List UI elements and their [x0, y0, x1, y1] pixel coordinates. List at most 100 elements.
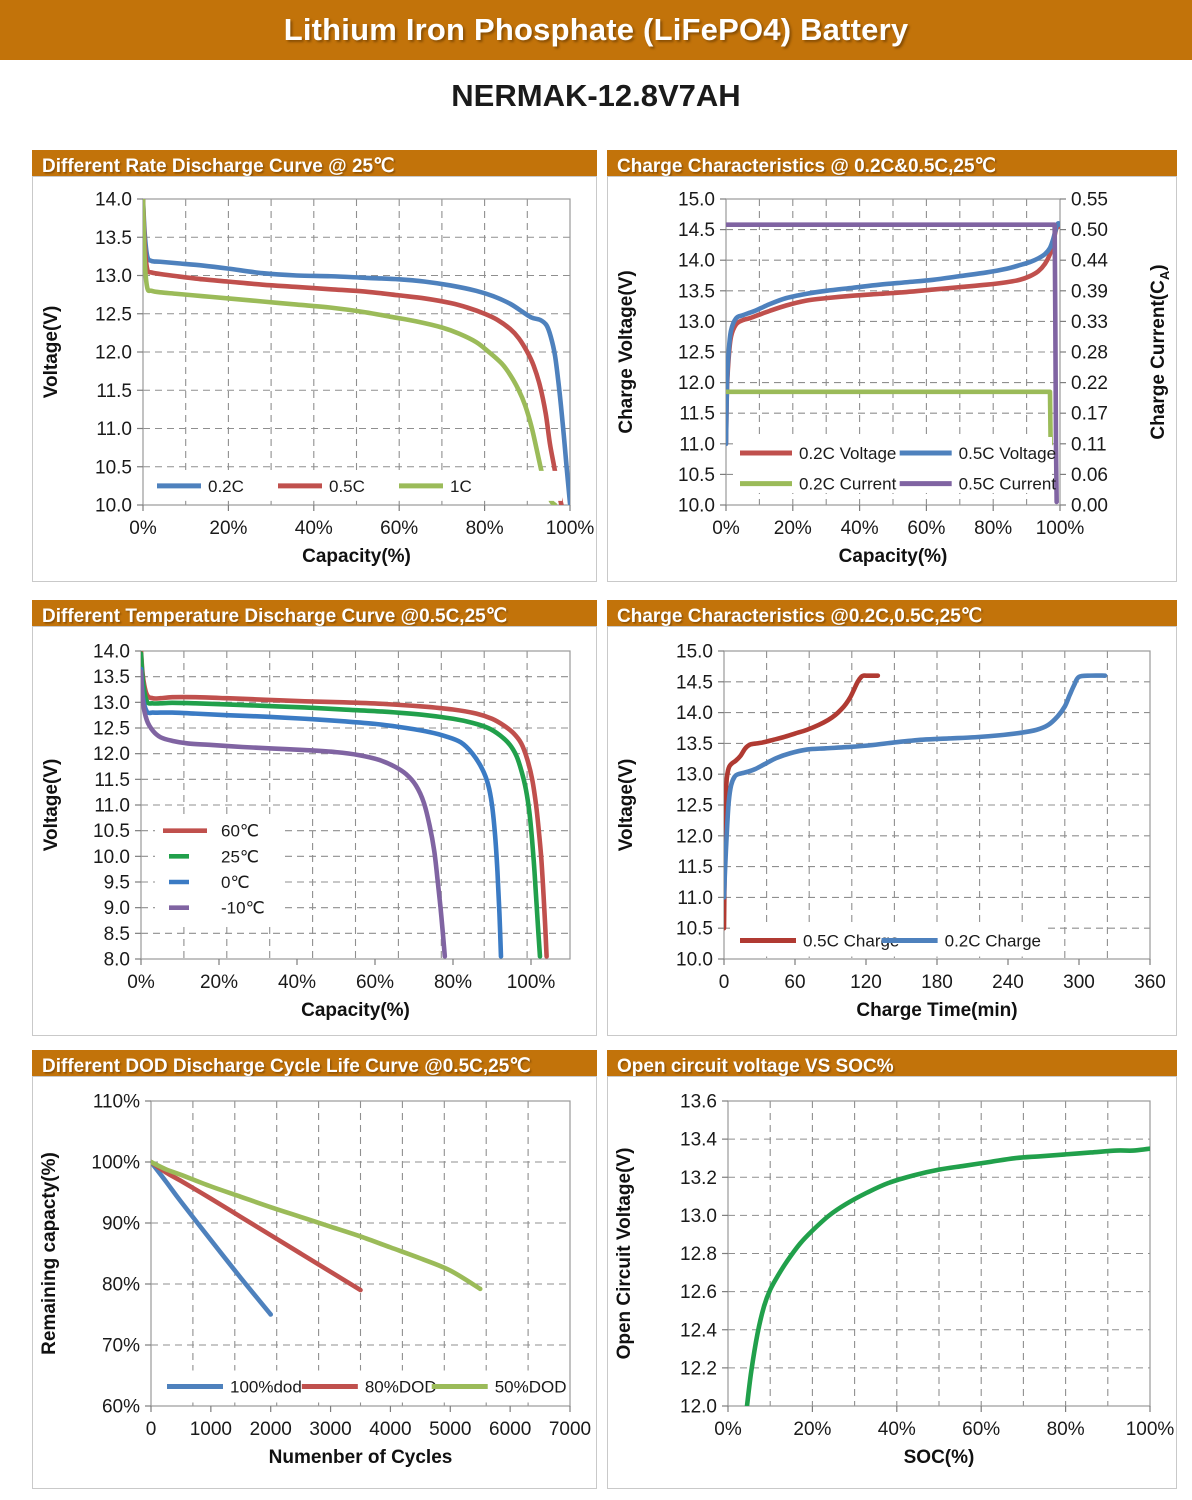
x-tick-label: 0 [146, 1419, 157, 1440]
x-axis: 0% 20% 40% 60% 80% 100% [714, 1406, 1174, 1440]
panel-temp-discharge: Different Temperature Discharge Curve @0… [32, 600, 597, 1036]
chart-svg-charge-char-2: 10.0 10.5 11.0 11.5 12.0 12.5 13.0 13.5 14.0 14.5… [616, 642, 1166, 1022]
y-axis-label: Open Circuit Voltage(V) [614, 1148, 635, 1360]
y2-tick-label: 0.17 [1071, 404, 1108, 425]
y-tick-label: 13.5 [93, 667, 130, 688]
chart-dod-cycle-life: 60% 70% 80% 90% 100% 110% 0 1000 2000 3000 4000 500… [32, 1076, 597, 1489]
panel-title-ocv-soc: Open circuit voltage VS SOC% [607, 1050, 1177, 1076]
x-tick-label: 0 [719, 972, 730, 993]
series-60- [141, 651, 549, 959]
legend-label: 80%DOD [365, 1377, 437, 1396]
x-tick-label: 240 [992, 972, 1024, 993]
y-axis: 10.0 10.5 11.0 11.5 12.0 12.5 13.0 13.5 14.0 14.5… [676, 642, 724, 971]
x-axis-label: Capacity(%) [839, 546, 948, 567]
y-tick-label: 11.0 [677, 888, 713, 909]
series-80-dod [151, 1159, 363, 1293]
y2-axis: 0.00 0.06 0.11 0.17 0.22 0.28 0.33 0.39 0.44 0.50… [1060, 190, 1108, 517]
panel-title-temp-discharge: Different Temperature Discharge Curve @0… [32, 600, 597, 626]
panel-charge-char-2: Charge Characteristics @0.2C,0.5C,25℃ 10… [607, 600, 1177, 1036]
y2-axis-label: Charge Current(CA) [1148, 264, 1172, 439]
x-axis-label: Numenber of Cycles [269, 1447, 453, 1468]
y-tick-label: 10.0 [678, 496, 715, 517]
series-ocv [744, 1146, 1150, 1406]
x-tick-label: 2000 [250, 1419, 292, 1440]
y-tick-label: 11.0 [679, 434, 715, 455]
y-tick-label: 10.5 [678, 465, 715, 486]
x-tick-label: 40% [841, 518, 879, 539]
legend: 100%dod 80%DOD 50%DOD [157, 1370, 567, 1403]
y-tick-label: 12.5 [676, 796, 713, 817]
series-0-5c [143, 199, 564, 505]
x-tick-label: 80% [974, 518, 1012, 539]
x-tick-label: 60% [380, 518, 418, 539]
y2-tick-label: 0.06 [1071, 465, 1108, 486]
series-group [143, 199, 570, 505]
y-tick-label: 10.0 [676, 950, 713, 971]
legend-label: 50%DOD [495, 1377, 567, 1396]
y-tick-label: 11.5 [94, 770, 130, 791]
banner-title: Lithium Iron Phosphate (LiFePO4) Battery [283, 12, 909, 47]
x-tick-label: 0% [127, 972, 155, 993]
y-tick-label: 14.0 [676, 703, 713, 724]
x-tick-label: 60% [962, 1419, 1000, 1440]
x-tick-label: 100% [546, 518, 595, 539]
y-tick-label: 14.5 [676, 672, 713, 693]
series-group [726, 221, 1060, 505]
y2-tick-label: 0.33 [1071, 312, 1108, 333]
y-tick-label: 14.5 [678, 220, 715, 241]
x-axis: 0% 20% 40% 60% 80% 100% [129, 505, 594, 539]
panel-dod-cycle-life: Different DOD Discharge Cycle Life Curve… [32, 1050, 597, 1489]
y-tick-label: 13.0 [93, 693, 130, 714]
legend-label: 0.2C Current [799, 475, 897, 494]
page-banner: Lithium Iron Phosphate (LiFePO4) Battery [0, 0, 1192, 60]
panel-ocv-soc: Open circuit voltage VS SOC% 12.0 12.2 12.… [607, 1050, 1177, 1489]
y-tick-label: 12.0 [680, 1397, 717, 1418]
series-0-5c-charge [724, 673, 881, 931]
y2-tick-label: 0.11 [1071, 434, 1107, 455]
x-tick-label: 20% [793, 1419, 831, 1440]
x-tick-label: 100% [1126, 1419, 1175, 1440]
y-tick-label: 14.0 [95, 190, 132, 211]
x-axis-label: Charge Time(min) [856, 1000, 1017, 1021]
y2-tick-label: 0.55 [1071, 190, 1108, 211]
x-tick-label: 360 [1134, 972, 1166, 993]
y-tick-label: 13.2 [680, 1168, 717, 1189]
series-1c [143, 199, 558, 505]
y-tick-label: 12.5 [93, 719, 130, 740]
series-0-5c-voltage [726, 221, 1060, 447]
y-tick-label: 13.0 [676, 765, 713, 786]
y-tick-label: 12.0 [678, 373, 715, 394]
y-axis-label: Voltage(V) [41, 306, 62, 399]
series-0-2c [143, 199, 570, 505]
x-tick-label: 120 [850, 972, 882, 993]
legend-label: 0.2C [208, 477, 244, 496]
series-25- [141, 651, 543, 959]
y-axis: 10.0 10.5 11.0 11.5 12.0 12.5 13.0 13.5 14.0 [95, 190, 143, 517]
y-tick-label: 12.4 [680, 1320, 717, 1341]
x-tick-label: 40% [878, 1419, 916, 1440]
y-tick-label: 12.0 [676, 826, 713, 847]
chart-svg-rate-discharge: 10.0 10.5 11.0 11.5 12.0 12.5 13.0 13.5 14.0 0% 20… [41, 190, 594, 568]
chart-charge-char-1: 10.0 10.5 11.0 11.5 12.0 12.5 13.0 13.5 14.0 14.5… [607, 176, 1177, 582]
x-tick-label: 60 [784, 972, 805, 993]
y-tick-label: 10.5 [93, 821, 130, 842]
chart-svg-charge-char-1: 10.0 10.5 11.0 11.5 12.0 12.5 13.0 13.5 14.0 14.5… [616, 190, 1172, 568]
y-tick-label: 9.5 [104, 873, 130, 894]
legend-label: 0.5C Charge [803, 932, 899, 951]
legend: 0.2C 0.5C 1C [149, 470, 562, 501]
y-tick-label: 13.4 [680, 1130, 717, 1151]
series-0-2c-current [726, 389, 1053, 447]
chart-svg-ocv-soc: 12.0 12.2 12.4 12.6 12.8 13.0 13.2 13.4 13.6 0% 20… [614, 1092, 1174, 1469]
y-axis-label: Remaining capacty(%) [39, 1152, 60, 1355]
legend: 60℃ 25℃ 0℃ -10℃ [155, 815, 283, 924]
series-group [141, 651, 549, 959]
y-tick-label: 14.0 [93, 642, 130, 663]
y-tick-label: 10.5 [95, 457, 132, 478]
x-tick-label: 3000 [309, 1419, 351, 1440]
y2-tick-label: 0.44 [1071, 251, 1108, 272]
x-tick-label: 7000 [549, 1419, 591, 1440]
y-tick-label: 12.5 [678, 343, 715, 364]
y-axis: 8.0 8.5 9.0 9.5 10.0 10.5 11.0 11.5 12.0 12.5 13.0… [93, 642, 141, 971]
y-tick-label: 11.0 [94, 796, 130, 817]
